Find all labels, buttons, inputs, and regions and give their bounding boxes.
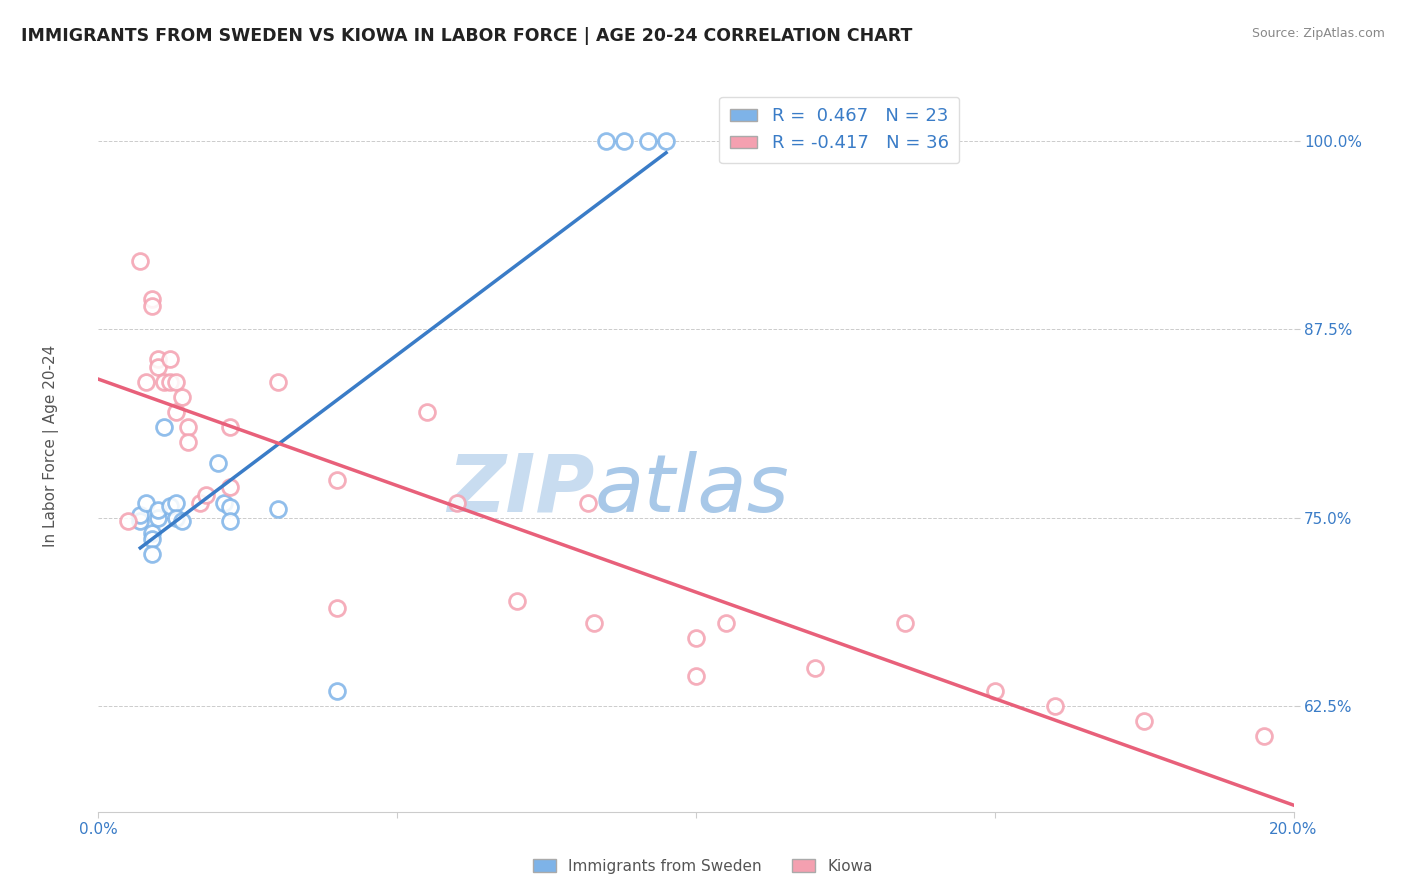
Point	[685, 632, 707, 646]
Point	[141, 300, 163, 314]
Point	[506, 593, 529, 607]
Point	[153, 375, 176, 389]
Point	[219, 420, 242, 434]
Point	[141, 532, 163, 546]
Point	[894, 616, 917, 631]
Point	[129, 514, 152, 528]
Point	[177, 435, 200, 450]
Point	[267, 375, 290, 389]
Text: Source: ZipAtlas.com: Source: ZipAtlas.com	[1251, 27, 1385, 40]
Point	[129, 254, 152, 268]
Point	[219, 514, 242, 528]
Point	[583, 616, 606, 631]
Point	[159, 499, 181, 513]
Point	[159, 375, 181, 389]
Point	[153, 420, 176, 434]
Text: IMMIGRANTS FROM SWEDEN VS KIOWA IN LABOR FORCE | AGE 20-24 CORRELATION CHART: IMMIGRANTS FROM SWEDEN VS KIOWA IN LABOR…	[21, 27, 912, 45]
Point	[135, 375, 157, 389]
Text: atlas: atlas	[595, 450, 789, 529]
Point	[165, 405, 187, 419]
Point	[135, 495, 157, 509]
Text: ZIP: ZIP	[447, 450, 595, 529]
Point	[714, 616, 737, 631]
Point	[148, 359, 170, 374]
Point	[148, 503, 170, 517]
Point	[129, 508, 152, 522]
Point	[984, 684, 1007, 698]
Point	[212, 495, 235, 509]
Point	[613, 134, 636, 148]
Point	[195, 488, 218, 502]
Point	[148, 352, 170, 367]
Point	[1133, 714, 1156, 729]
Point	[326, 601, 349, 615]
Point	[219, 480, 242, 494]
Legend: Immigrants from Sweden, Kiowa: Immigrants from Sweden, Kiowa	[527, 853, 879, 880]
Point	[177, 420, 200, 434]
Point	[446, 495, 468, 509]
Point	[219, 500, 242, 514]
Point	[578, 495, 600, 509]
Point	[685, 669, 707, 683]
Point	[165, 375, 187, 389]
Point	[267, 501, 290, 516]
Legend: R =  0.467   N = 23, R = -0.417   N = 36: R = 0.467 N = 23, R = -0.417 N = 36	[720, 96, 959, 163]
Point	[804, 661, 827, 675]
Point	[207, 456, 229, 470]
Point	[416, 405, 439, 419]
Point	[326, 473, 349, 487]
Point	[172, 390, 194, 404]
Point	[117, 514, 139, 528]
Point	[637, 134, 659, 148]
Point	[1253, 729, 1275, 743]
Point	[655, 134, 678, 148]
Point	[188, 495, 211, 509]
Point	[148, 510, 170, 524]
Point	[165, 495, 187, 509]
Point	[1043, 699, 1066, 714]
Point	[141, 547, 163, 561]
Point	[141, 292, 163, 306]
Point	[159, 352, 181, 367]
Point	[595, 134, 617, 148]
Point	[141, 525, 163, 540]
Point	[165, 510, 187, 524]
Point	[326, 684, 349, 698]
Text: In Labor Force | Age 20-24: In Labor Force | Age 20-24	[42, 345, 59, 547]
Point	[172, 514, 194, 528]
